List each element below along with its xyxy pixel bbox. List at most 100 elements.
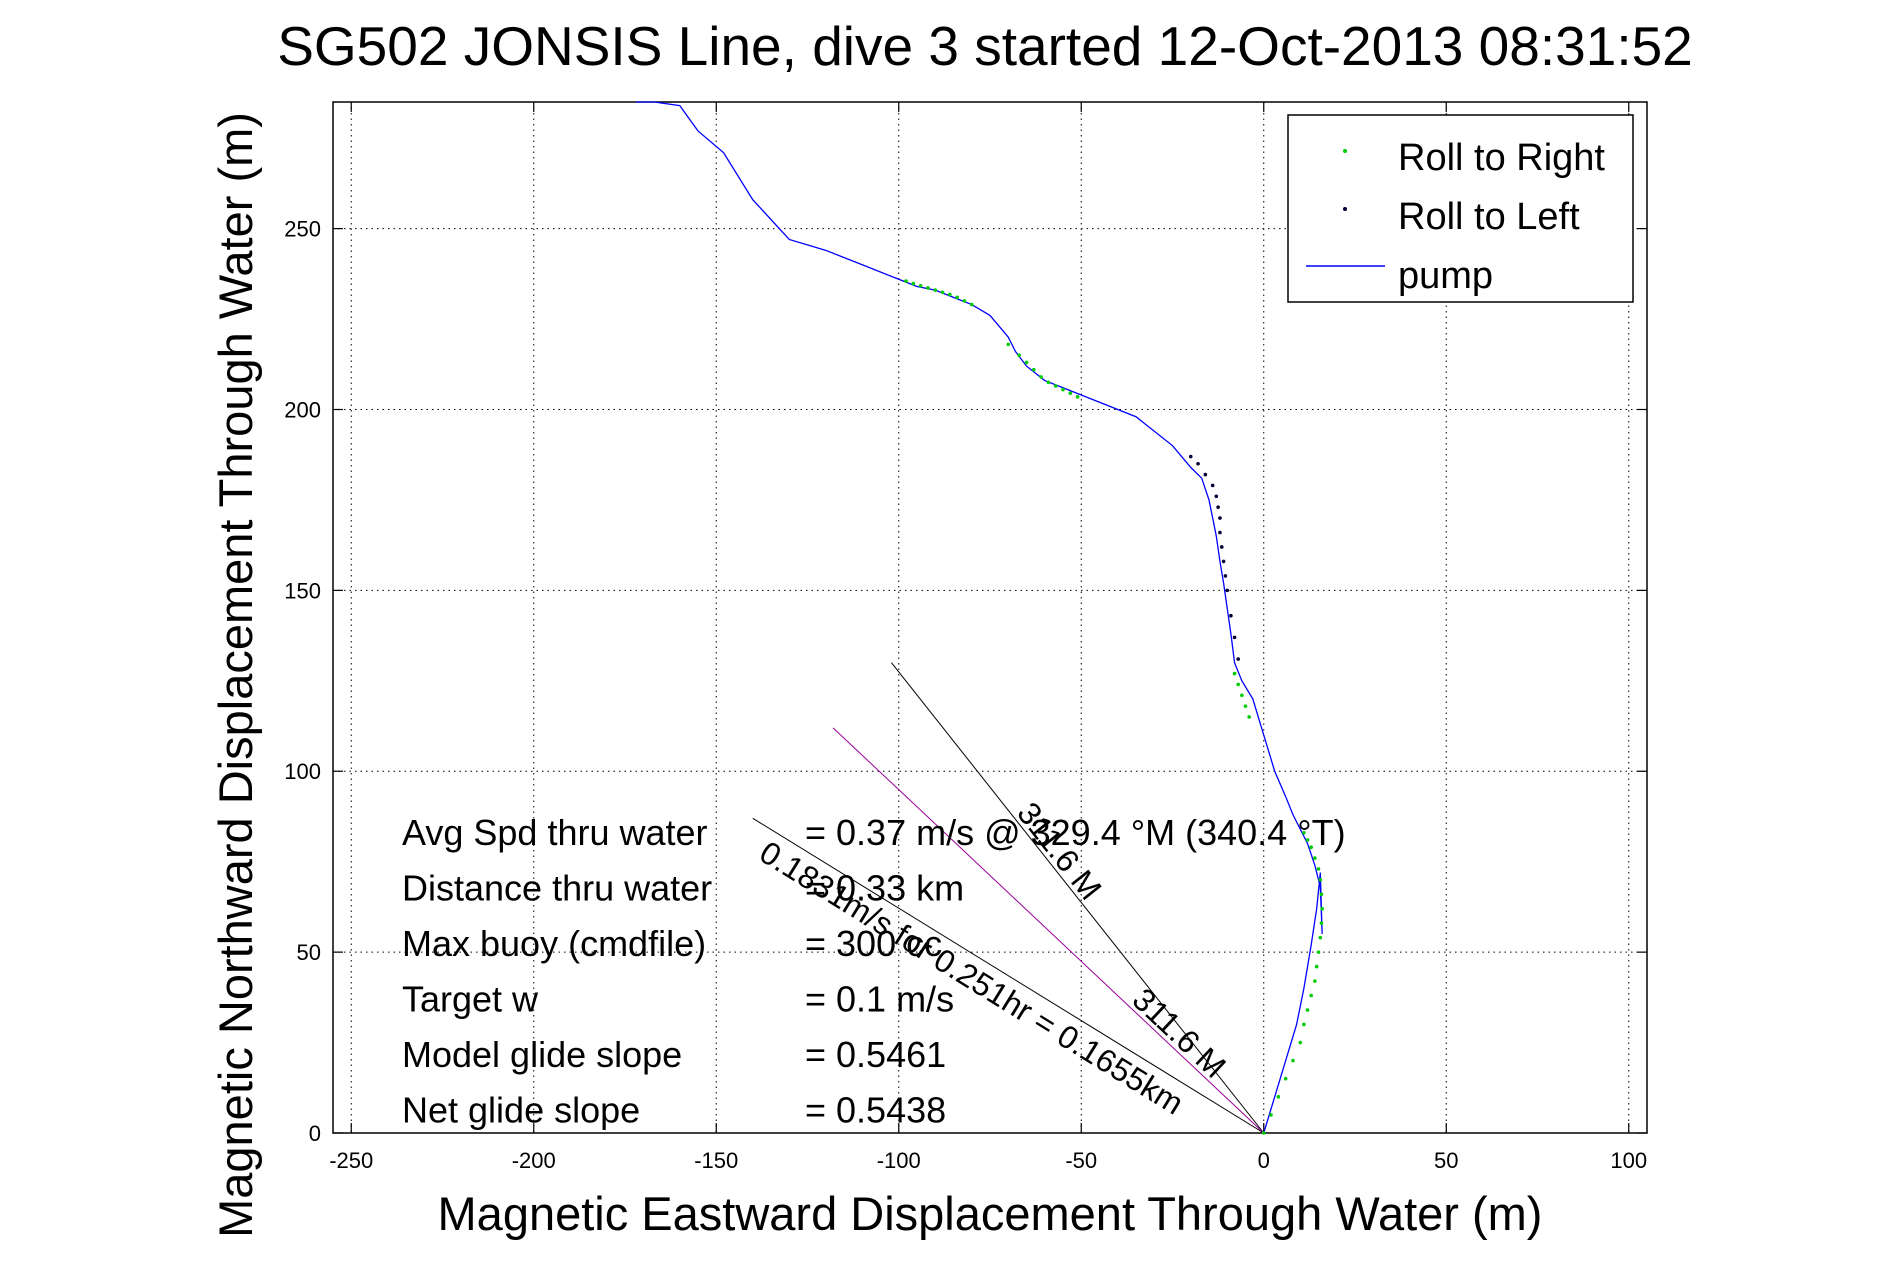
point-roll-left <box>1219 545 1224 549</box>
x-tick-label: -200 <box>512 1148 556 1173</box>
point-roll-right <box>1319 921 1324 925</box>
y-tick-label: 250 <box>284 217 321 242</box>
point-roll-right <box>1302 830 1306 835</box>
point-roll-right <box>1046 380 1051 385</box>
point-roll-left <box>1214 494 1219 499</box>
point-roll-right <box>1017 353 1021 358</box>
y-tick-label: 200 <box>284 397 321 422</box>
point-roll-right <box>1313 856 1317 860</box>
y-axis-label: Magnetic Northward Displacement Through … <box>209 112 262 1238</box>
legend-label-roll-left: Roll to Left <box>1398 196 1580 238</box>
x-tick-label: -150 <box>694 1148 738 1173</box>
grid-lines <box>333 102 1647 1134</box>
point-roll-right <box>918 283 923 288</box>
stat-label: Target w <box>402 979 539 1020</box>
point-roll-right <box>1320 906 1324 911</box>
legend-marker-roll-right <box>1343 149 1347 153</box>
x-tick-label: -100 <box>877 1148 921 1173</box>
point-roll-right <box>933 288 938 292</box>
point-roll-left <box>1236 657 1240 661</box>
point-roll-right <box>962 299 967 303</box>
point-roll-right <box>1261 1131 1266 1135</box>
point-roll-right <box>1319 892 1324 897</box>
point-roll-left <box>1218 530 1222 535</box>
y-tick-label: 50 <box>297 940 321 965</box>
point-roll-right <box>1269 1113 1273 1117</box>
point-roll-right <box>1318 877 1323 882</box>
point-roll-right <box>1061 387 1065 392</box>
stat-value: = 0.5461 <box>805 1034 946 1075</box>
stat-label: Model glide slope <box>402 1034 682 1075</box>
point-roll-right <box>1243 704 1248 708</box>
point-roll-right <box>1236 682 1240 687</box>
stat-value: = 0.1 m/s <box>805 979 954 1020</box>
point-roll-right <box>955 295 959 300</box>
stat-value: = 0.37 m/s @ 329.4 °M (340.4 °T) <box>805 812 1346 853</box>
legend-label-roll-right: Roll to Right <box>1398 137 1605 179</box>
legend-label-pump: pump <box>1398 255 1493 297</box>
point-roll-right <box>1032 367 1036 372</box>
point-roll-left <box>1188 454 1193 459</box>
heading-lines <box>752 662 1265 1134</box>
chart-title: SG502 JONSIS Line, dive 3 started 12-Oct… <box>277 15 1693 77</box>
heading-line <box>752 817 1265 1134</box>
y-tick-label: 100 <box>284 759 321 784</box>
point-roll-left <box>1232 635 1237 640</box>
point-roll-right <box>904 279 908 283</box>
point-roll-right <box>1316 950 1321 954</box>
x-axis-ticks: -250 -200 -150 -100 -50 0 50 100 <box>329 102 1647 1173</box>
y-tick-label: 150 <box>284 578 321 603</box>
point-roll-right <box>1232 671 1237 676</box>
point-roll-right <box>1313 979 1317 983</box>
point-roll-left <box>1229 613 1233 618</box>
stat-label: Avg Spd thru water <box>402 812 708 853</box>
x-tick-label: -250 <box>329 1148 373 1173</box>
stat-value: = 0.33 km <box>805 868 964 909</box>
point-roll-right <box>1318 935 1323 940</box>
point-roll-right <box>1302 1022 1306 1027</box>
x-tick-label: 50 <box>1434 1148 1458 1173</box>
point-roll-right <box>1291 1058 1295 1063</box>
point-roll-right <box>1283 1076 1288 1081</box>
y-axis-ticks: 0 50 100 150 200 250 <box>284 217 1647 1146</box>
heading-line <box>891 662 1265 1134</box>
series-group <box>635 101 1324 1135</box>
point-roll-right <box>1247 715 1251 719</box>
point-roll-left <box>1210 483 1215 488</box>
x-tick-label: -50 <box>1065 1148 1097 1173</box>
point-roll-right <box>948 292 952 297</box>
stat-label: Max buoy (cmdfile) <box>402 923 706 964</box>
y-tick-label: 0 <box>309 1121 321 1146</box>
x-axis-label: Magnetic Eastward Displacement Through W… <box>438 1187 1543 1240</box>
point-roll-right <box>1298 1040 1303 1045</box>
point-roll-left <box>1225 588 1230 593</box>
point-roll-right <box>1316 867 1321 871</box>
point-roll-right <box>1024 360 1029 365</box>
stat-value: = 0.5438 <box>805 1090 946 1131</box>
point-roll-right <box>1006 342 1011 347</box>
point-roll-right <box>940 290 945 295</box>
point-roll-right <box>1309 993 1313 998</box>
point-roll-right <box>1039 375 1043 379</box>
stat-label: Distance thru water <box>402 868 712 909</box>
series-line-pump <box>635 101 1323 1134</box>
point-roll-right <box>1240 693 1244 698</box>
point-roll-left <box>1203 472 1208 477</box>
point-roll-right <box>1276 1095 1281 1099</box>
stats-block: Avg Spd thru water = 0.37 m/s @ 329.4 °M … <box>402 812 1346 1131</box>
point-roll-right <box>1075 395 1080 399</box>
legend: Roll to Right Roll to Left pump <box>1287 114 1634 303</box>
point-roll-left <box>1221 559 1226 564</box>
point-roll-right <box>1053 384 1058 388</box>
track-line <box>832 727 1265 1134</box>
point-roll-left <box>1196 461 1200 466</box>
point-roll-right <box>1305 838 1310 842</box>
x-tick-label: 100 <box>1610 1148 1647 1173</box>
point-roll-left <box>1218 516 1222 520</box>
point-roll-right <box>1314 964 1319 969</box>
point-roll-right <box>969 302 974 307</box>
point-roll-right <box>1305 1008 1310 1012</box>
point-roll-right <box>911 281 916 286</box>
point-roll-right <box>1068 391 1073 396</box>
